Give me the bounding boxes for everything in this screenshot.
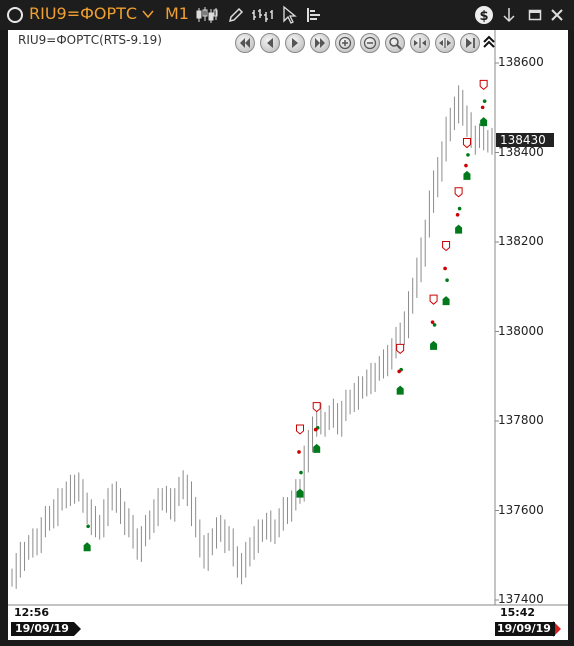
sell-dot [430, 320, 435, 324]
buy-signal-marker[interactable] [463, 170, 471, 180]
trade-signals [83, 79, 488, 552]
sell-dot [313, 427, 318, 432]
price-tick-label: 138400 [498, 144, 544, 159]
expand-horizontal-icon[interactable] [435, 33, 455, 53]
chart-canvas[interactable] [8, 30, 568, 640]
zoom-in-button[interactable] [335, 33, 355, 53]
price-tick-label: 138000 [498, 323, 544, 338]
sell-signal-marker[interactable] [429, 294, 438, 305]
sell-signal-marker[interactable] [296, 424, 304, 435]
scroll-start-button[interactable] [235, 33, 255, 53]
order-book-icon[interactable] [305, 5, 325, 25]
bar-chart-icon[interactable] [251, 5, 275, 25]
scroll-to-last-button[interactable] [460, 33, 480, 53]
sell-dot [443, 266, 447, 271]
sell-signal-marker[interactable] [396, 343, 405, 355]
dollar-icon[interactable]: $ [474, 5, 494, 25]
sell-dot [397, 369, 401, 374]
buy-signal-marker[interactable] [296, 488, 304, 498]
sell-dot [464, 163, 468, 168]
buy-signal-marker[interactable] [442, 296, 450, 306]
buy-dot [445, 278, 449, 282]
sell-signal-marker[interactable] [312, 402, 321, 413]
candles-icon[interactable] [196, 5, 218, 25]
sell-dot [297, 450, 301, 454]
buy-signal-marker[interactable] [455, 224, 463, 234]
chevron-down-icon[interactable] [141, 6, 155, 26]
timeframe-selector[interactable]: M1 [165, 4, 189, 23]
buy-signal-marker[interactable] [480, 117, 488, 127]
zoom-out-button[interactable] [360, 33, 380, 53]
start-date-label: 19/09/19 [11, 622, 85, 636]
pencil-icon[interactable] [226, 5, 246, 25]
buy-dot [432, 323, 437, 327]
buy-signal-marker[interactable] [313, 443, 321, 453]
instrument-selector[interactable]: RIU9=ФОРТС [29, 4, 138, 23]
time-end-label: 15:42 [500, 606, 536, 619]
scroll-left-button[interactable] [260, 33, 280, 53]
scroll-end-button[interactable] [310, 33, 330, 53]
buy-dot [299, 470, 303, 475]
sell-dot [480, 105, 485, 110]
sell-signal-marker[interactable] [479, 79, 488, 91]
buy-dot [457, 206, 462, 211]
sell-signal-marker[interactable] [442, 240, 451, 252]
buy-signal-marker[interactable] [430, 340, 438, 350]
price-tick-label: 137800 [498, 413, 544, 427]
buy-signal-marker[interactable] [83, 542, 91, 552]
magnifier-icon[interactable] [385, 33, 405, 53]
price-tick-label: 138200 [498, 234, 544, 248]
cursor-icon[interactable] [280, 5, 298, 25]
sell-dot [455, 212, 460, 217]
current-price-label: 138430 [496, 133, 554, 147]
price-bars [11, 85, 493, 589]
restore-window-icon[interactable] [527, 5, 543, 25]
close-icon[interactable] [549, 5, 565, 25]
circle-icon[interactable] [5, 5, 25, 25]
sell-signal-marker[interactable] [454, 187, 463, 198]
sell-signal-marker[interactable] [462, 138, 471, 149]
arrow-down-icon[interactable] [501, 5, 517, 25]
end-date-label: 19/09/19 [495, 622, 555, 636]
symbol-label: RIU9=ФОРТС(RTS-9.19) [18, 33, 162, 47]
price-tick-label: 137400 [498, 592, 544, 606]
price-tick-label: 137600 [498, 502, 544, 517]
svg-text:$: $ [479, 9, 488, 24]
collapse-panel-icon[interactable] [482, 34, 496, 50]
end-arrow-icon [553, 621, 561, 637]
title-bar: RIU9=ФОРТС M1 $ [0, 0, 574, 30]
buy-dot [466, 153, 470, 157]
buy-signal-marker[interactable] [396, 385, 404, 395]
price-tick-label: 138600 [498, 55, 544, 69]
scroll-right-button[interactable] [285, 33, 305, 53]
start-date-pointer-icon [74, 622, 81, 636]
buy-dot [482, 99, 487, 103]
compress-horizontal-icon[interactable] [410, 33, 430, 53]
buy-dot [86, 524, 90, 529]
time-start-label: 12:56 [14, 606, 50, 619]
chart-window[interactable]: RIU9=ФОРТС(RTS-9.19) 138430 12:56 15:42 … [8, 30, 568, 640]
